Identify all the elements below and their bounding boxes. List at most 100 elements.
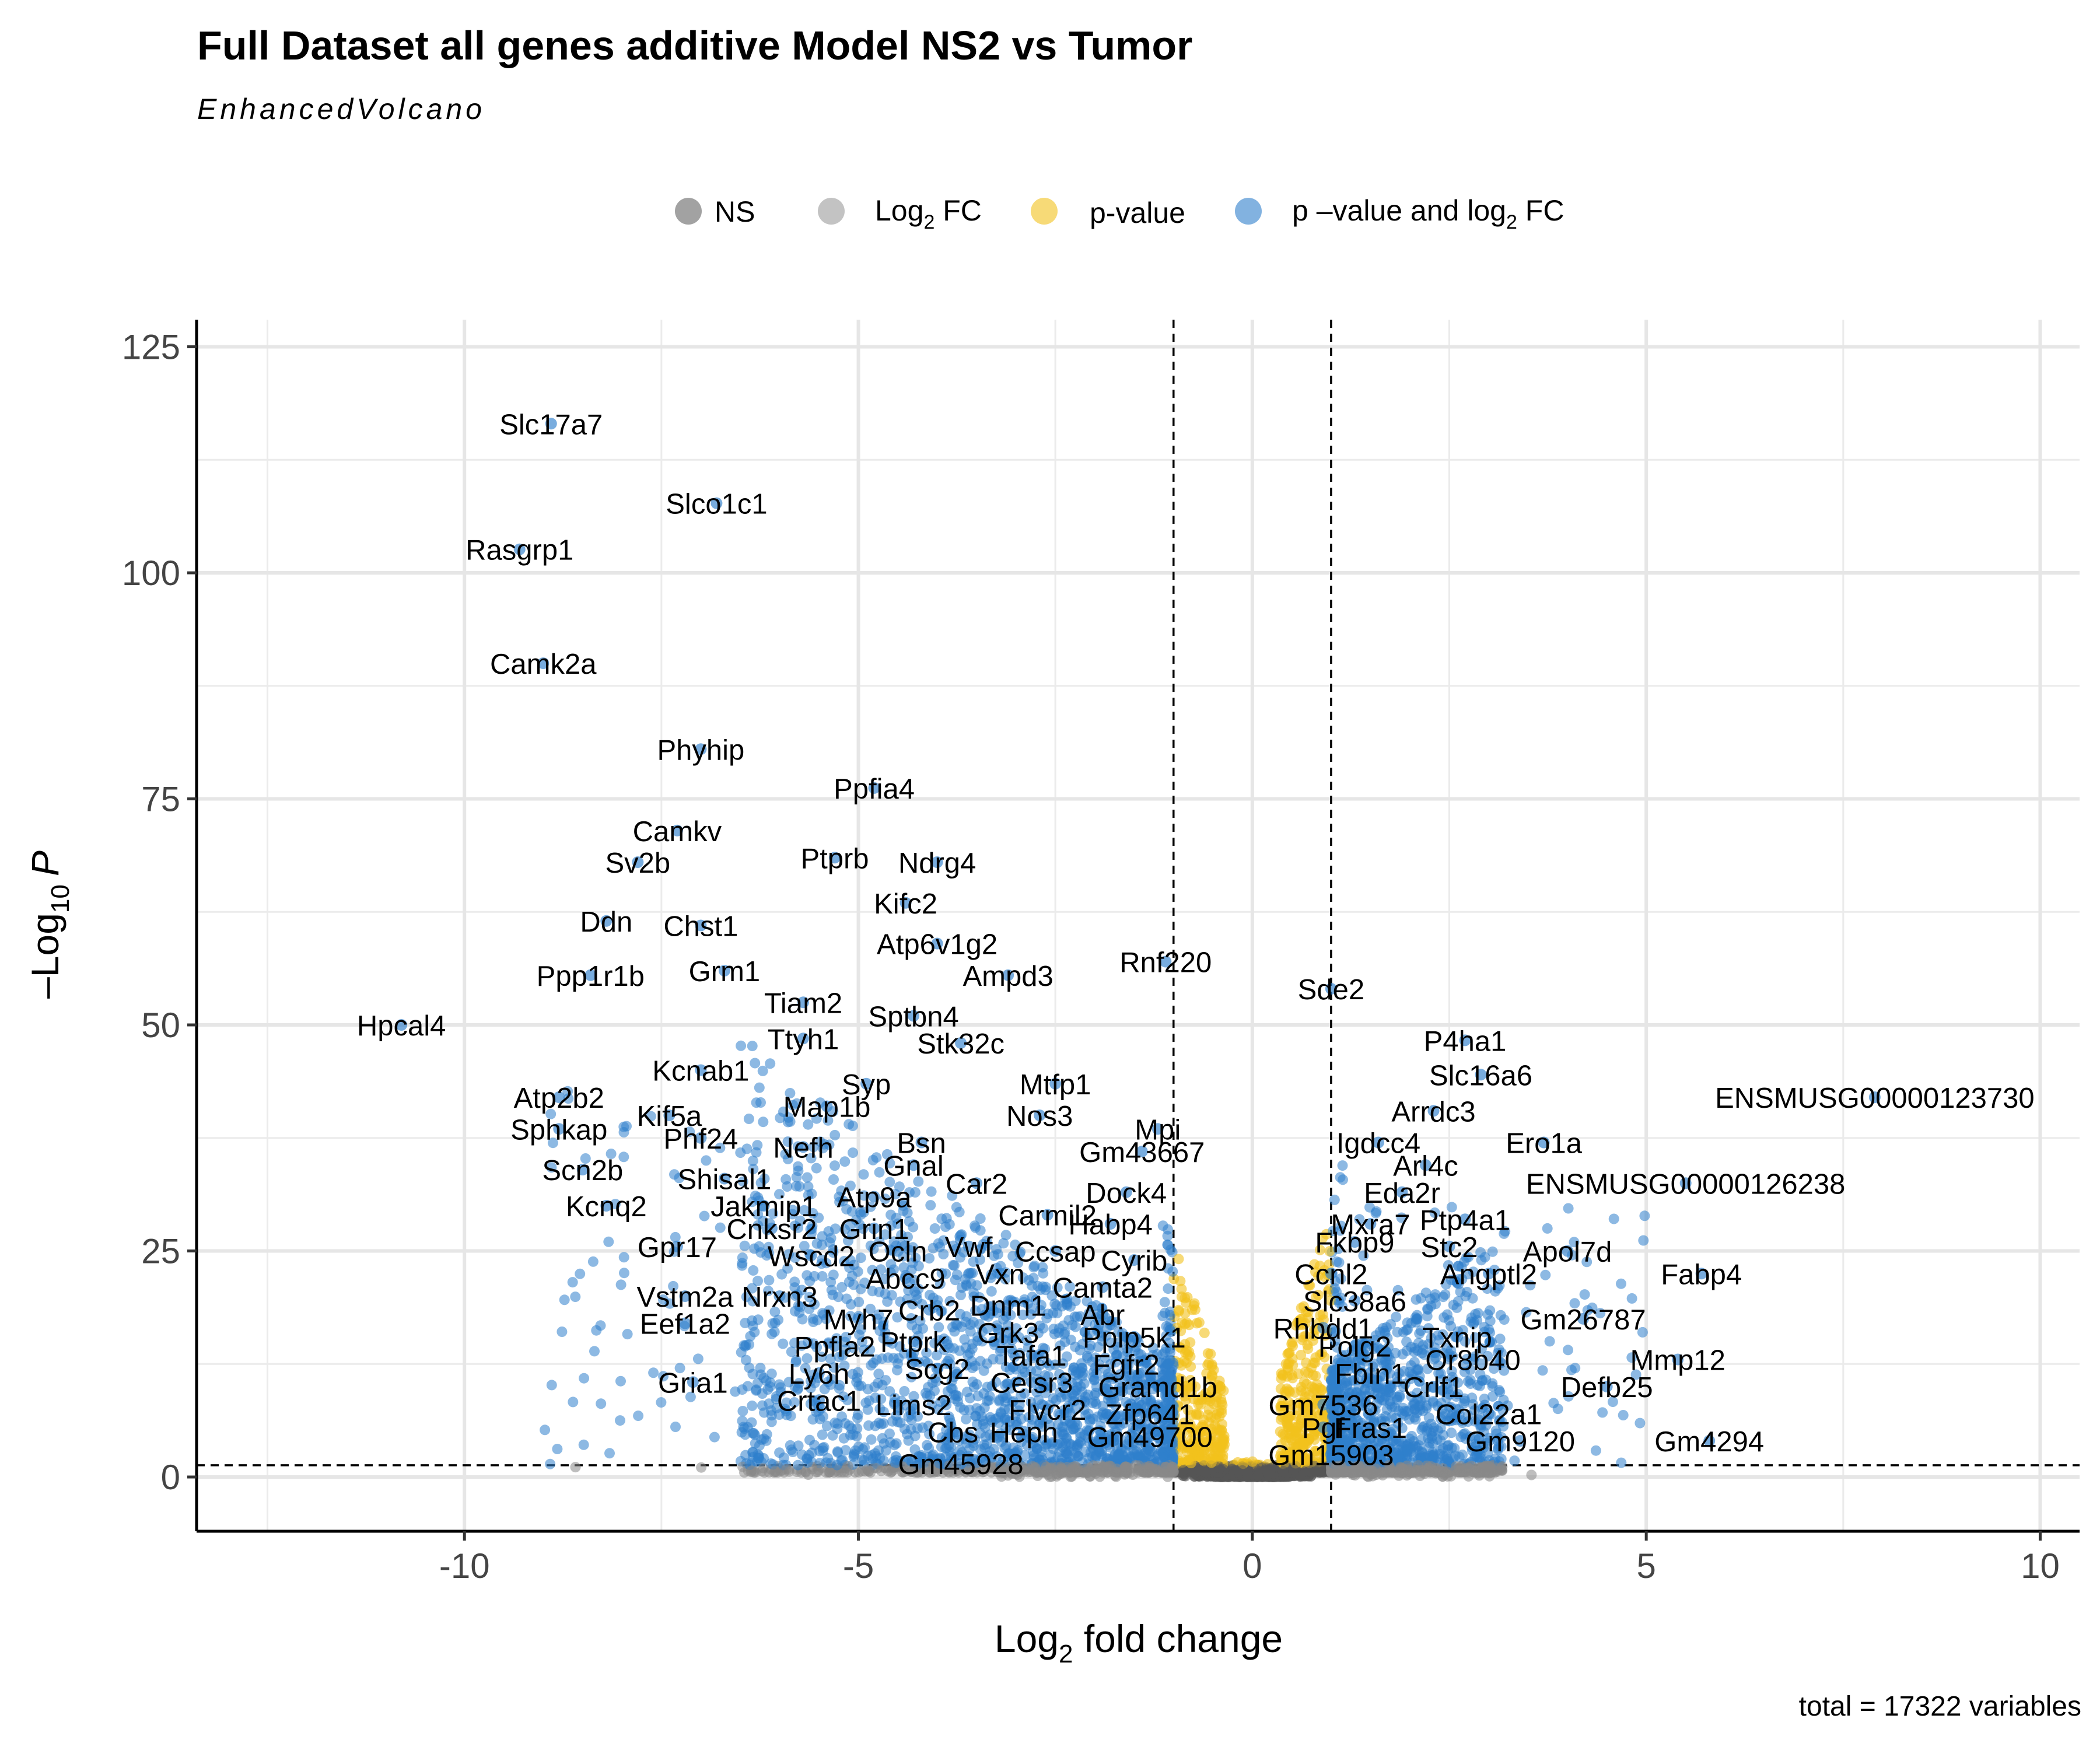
data-point [1284, 1357, 1295, 1368]
data-point [1282, 1349, 1293, 1360]
data-point [782, 1181, 793, 1192]
data-point [1335, 1225, 1346, 1236]
data-point [1293, 1398, 1304, 1408]
data-point [954, 1206, 965, 1217]
data-point [1210, 1413, 1221, 1424]
data-point [1331, 1256, 1342, 1267]
data-point [1167, 1266, 1178, 1277]
data-point [1308, 1430, 1320, 1441]
data-point [1422, 1304, 1433, 1315]
data-point [1247, 1456, 1258, 1467]
data-point [1157, 1311, 1168, 1321]
chart-subtitle: EnhancedVolcano [197, 93, 486, 125]
data-point [863, 1420, 874, 1431]
data-point [1174, 1306, 1184, 1317]
data-point [1326, 1324, 1338, 1334]
data-point [1487, 1378, 1498, 1389]
data-point [802, 1172, 813, 1183]
data-point [1422, 1363, 1433, 1374]
data-point [1310, 1446, 1321, 1457]
data-point [862, 1404, 873, 1415]
data-point [1189, 1304, 1200, 1315]
data-point [951, 1269, 963, 1280]
legend-label-pvalue-and-log2fc: p –value and log2 FC [1292, 194, 1564, 233]
data-point [1401, 1336, 1412, 1348]
data-point [1329, 1194, 1340, 1205]
data-point [1322, 1286, 1334, 1297]
legend-key-pvalue [1031, 198, 1058, 225]
data-point [749, 1326, 760, 1338]
data-point [1175, 1276, 1186, 1287]
data-point [867, 1154, 878, 1166]
legend-key-log2fc [818, 198, 845, 225]
data-point [769, 1326, 780, 1338]
data-point [866, 1434, 877, 1445]
data-point [758, 1116, 769, 1128]
data-point [1282, 1403, 1293, 1414]
data-point [1297, 1313, 1308, 1324]
data-point [1181, 1317, 1192, 1328]
data-point [1307, 1370, 1318, 1381]
data-point [1199, 1327, 1210, 1338]
data-point [1190, 1381, 1201, 1392]
data-point [1488, 1363, 1499, 1374]
data-point [1402, 1444, 1413, 1455]
data-point [848, 1147, 858, 1158]
data-point [1314, 1410, 1325, 1421]
data-point [778, 1338, 789, 1349]
data-point [1181, 1345, 1192, 1356]
data-point [880, 1375, 891, 1386]
data-point [1175, 1374, 1186, 1385]
data-point [1441, 1451, 1452, 1462]
legend-key-pvalue-and-log2fc [1235, 198, 1262, 225]
data-point [1446, 1427, 1457, 1438]
data-point [1173, 1254, 1184, 1265]
data-point [926, 1186, 937, 1197]
chart-title: Full Dataset all genes additive Model NS… [197, 23, 1193, 68]
data-point [1186, 1434, 1197, 1446]
data-point [747, 1400, 758, 1411]
data-point [1163, 1283, 1174, 1294]
data-point [1333, 1244, 1344, 1254]
data-point [1438, 1430, 1449, 1441]
data-point [766, 1416, 777, 1427]
data-point [1306, 1409, 1317, 1420]
data-point [1290, 1426, 1301, 1437]
data-point [1303, 1343, 1314, 1354]
data-point [1317, 1309, 1328, 1320]
data-point [1308, 1357, 1319, 1368]
data-point [1315, 1244, 1325, 1255]
data-points [396, 418, 1881, 1482]
data-point [1252, 1470, 1264, 1481]
data-point [1317, 1348, 1328, 1359]
data-point [1207, 1384, 1218, 1395]
data-point [1194, 1317, 1205, 1328]
data-point [1205, 1395, 1216, 1406]
data-point [1283, 1422, 1293, 1433]
data-point [1202, 1359, 1213, 1370]
data-point [1176, 1283, 1187, 1294]
data-point [1335, 1292, 1346, 1303]
data-point [1477, 1375, 1488, 1386]
data-point [1179, 1391, 1190, 1402]
data-point [1185, 1419, 1196, 1430]
data-point [1413, 1440, 1424, 1451]
data-point [1194, 1465, 1205, 1476]
data-point [758, 1433, 769, 1444]
data-point [892, 1364, 902, 1376]
data-point [781, 1464, 792, 1475]
data-point [838, 1433, 849, 1444]
data-point [1286, 1338, 1297, 1349]
data-point [867, 1453, 878, 1464]
data-point [1164, 1324, 1175, 1335]
data-point [1193, 1398, 1204, 1409]
data-point [1304, 1280, 1315, 1291]
data-point [1300, 1465, 1311, 1476]
data-point [1311, 1379, 1322, 1390]
data-point [1440, 1289, 1451, 1300]
data-point [855, 1252, 866, 1264]
data-point [964, 1268, 975, 1279]
data-point [1297, 1332, 1308, 1343]
data-point [804, 1434, 815, 1446]
